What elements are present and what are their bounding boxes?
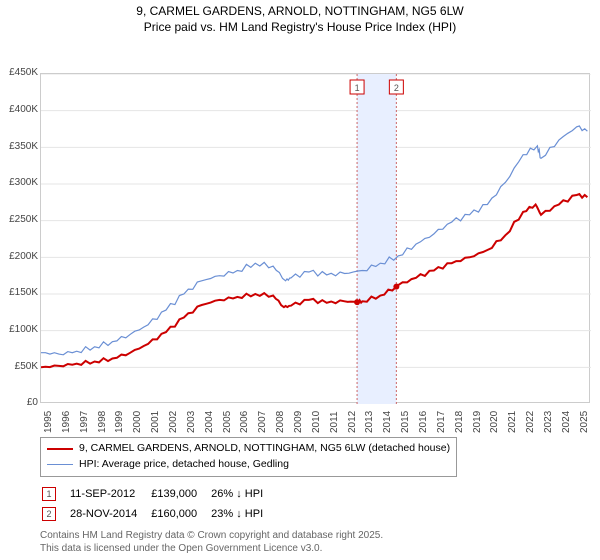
transaction-row: 1 11-SEP-2012 £139,000 26% ↓ HPI <box>42 485 275 503</box>
x-tick-label: 2002 <box>168 411 179 433</box>
title-line1: 9, CARMEL GARDENS, ARNOLD, NOTTINGHAM, N… <box>136 4 463 18</box>
transaction-price: £160,000 <box>151 505 209 523</box>
x-tick-label: 2024 <box>561 411 572 433</box>
marker-num: 2 <box>394 83 399 93</box>
legend-box: 9, CARMEL GARDENS, ARNOLD, NOTTINGHAM, N… <box>40 437 457 477</box>
marker-dot <box>393 284 399 290</box>
legend-item: HPI: Average price, detached house, Gedl… <box>47 457 450 473</box>
x-tick-label: 2019 <box>472 411 483 433</box>
x-tick-label: 2014 <box>382 411 393 433</box>
x-tick-label: 2025 <box>579 411 590 433</box>
x-tick-label: 2004 <box>204 411 215 433</box>
transactions-table: 1 11-SEP-2012 £139,000 26% ↓ HPI 2 28-NOV… <box>40 483 277 525</box>
x-tick-label: 1995 <box>43 411 54 433</box>
y-tick-label: £450K <box>0 67 38 78</box>
legend-item: 9, CARMEL GARDENS, ARNOLD, NOTTINGHAM, N… <box>47 441 450 457</box>
transaction-marker: 2 <box>42 507 56 521</box>
transaction-date: 28-NOV-2014 <box>70 505 149 523</box>
transaction-row: 2 28-NOV-2014 £160,000 23% ↓ HPI <box>42 505 275 523</box>
title-line2: Price paid vs. HM Land Registry's House … <box>144 20 456 34</box>
x-tick-label: 1998 <box>97 411 108 433</box>
transaction-marker: 1 <box>42 487 56 501</box>
series-hpi <box>41 126 587 355</box>
transaction-delta: 26% ↓ HPI <box>211 485 275 503</box>
marker-dot <box>354 299 360 305</box>
x-tick-label: 2012 <box>347 411 358 433</box>
x-tick-label: 2005 <box>222 411 233 433</box>
y-tick-label: £400K <box>0 104 38 115</box>
chart-svg: 12 <box>41 74 591 404</box>
marker-num: 1 <box>355 83 360 93</box>
x-tick-label: 2008 <box>275 411 286 433</box>
x-tick-label: 2009 <box>293 411 304 433</box>
x-tick-label: 2007 <box>257 411 268 433</box>
legend-label: HPI: Average price, detached house, Gedl… <box>79 457 289 473</box>
x-tick-label: 2015 <box>400 411 411 433</box>
transaction-date: 11-SEP-2012 <box>70 485 149 503</box>
plot-area: 12 <box>40 73 590 403</box>
y-tick-label: £0 <box>0 397 38 408</box>
legend-swatch <box>47 464 73 465</box>
x-tick-label: 2021 <box>507 411 518 433</box>
x-tick-label: 1999 <box>114 411 125 433</box>
series-price_paid <box>41 194 587 367</box>
x-tick-label: 2013 <box>364 411 375 433</box>
x-tick-label: 1997 <box>79 411 90 433</box>
x-tick-label: 2011 <box>329 412 340 434</box>
x-tick-label: 2022 <box>525 411 536 433</box>
x-tick-label: 2018 <box>454 411 465 433</box>
chart-title: 9, CARMEL GARDENS, ARNOLD, NOTTINGHAM, N… <box>0 0 600 35</box>
x-tick-label: 2006 <box>239 411 250 433</box>
y-tick-label: £100K <box>0 324 38 335</box>
legend-swatch <box>47 448 73 450</box>
x-tick-label: 2017 <box>436 411 447 433</box>
y-tick-label: £50K <box>0 361 38 372</box>
credit-text: Contains HM Land Registry data © Crown c… <box>40 529 560 555</box>
y-tick-label: £250K <box>0 214 38 225</box>
x-tick-label: 1996 <box>61 411 72 433</box>
y-tick-label: £150K <box>0 287 38 298</box>
transaction-price: £139,000 <box>151 485 209 503</box>
x-tick-label: 2000 <box>132 411 143 433</box>
legend-label: 9, CARMEL GARDENS, ARNOLD, NOTTINGHAM, N… <box>79 441 450 457</box>
chart-footer: 9, CARMEL GARDENS, ARNOLD, NOTTINGHAM, N… <box>0 435 600 555</box>
y-tick-label: £350K <box>0 141 38 152</box>
transaction-delta: 23% ↓ HPI <box>211 505 275 523</box>
x-tick-label: 2023 <box>543 411 554 433</box>
x-tick-label: 2001 <box>150 411 161 433</box>
x-tick-label: 2020 <box>489 411 500 433</box>
x-tick-label: 2016 <box>418 411 429 433</box>
chart-container: £0 £50K £100K £150K £200K £250K £300K £350K £400… <box>0 35 600 435</box>
x-tick-label: 2010 <box>311 411 322 433</box>
y-tick-label: £300K <box>0 177 38 188</box>
y-tick-label: £200K <box>0 251 38 262</box>
x-tick-label: 2003 <box>186 411 197 433</box>
